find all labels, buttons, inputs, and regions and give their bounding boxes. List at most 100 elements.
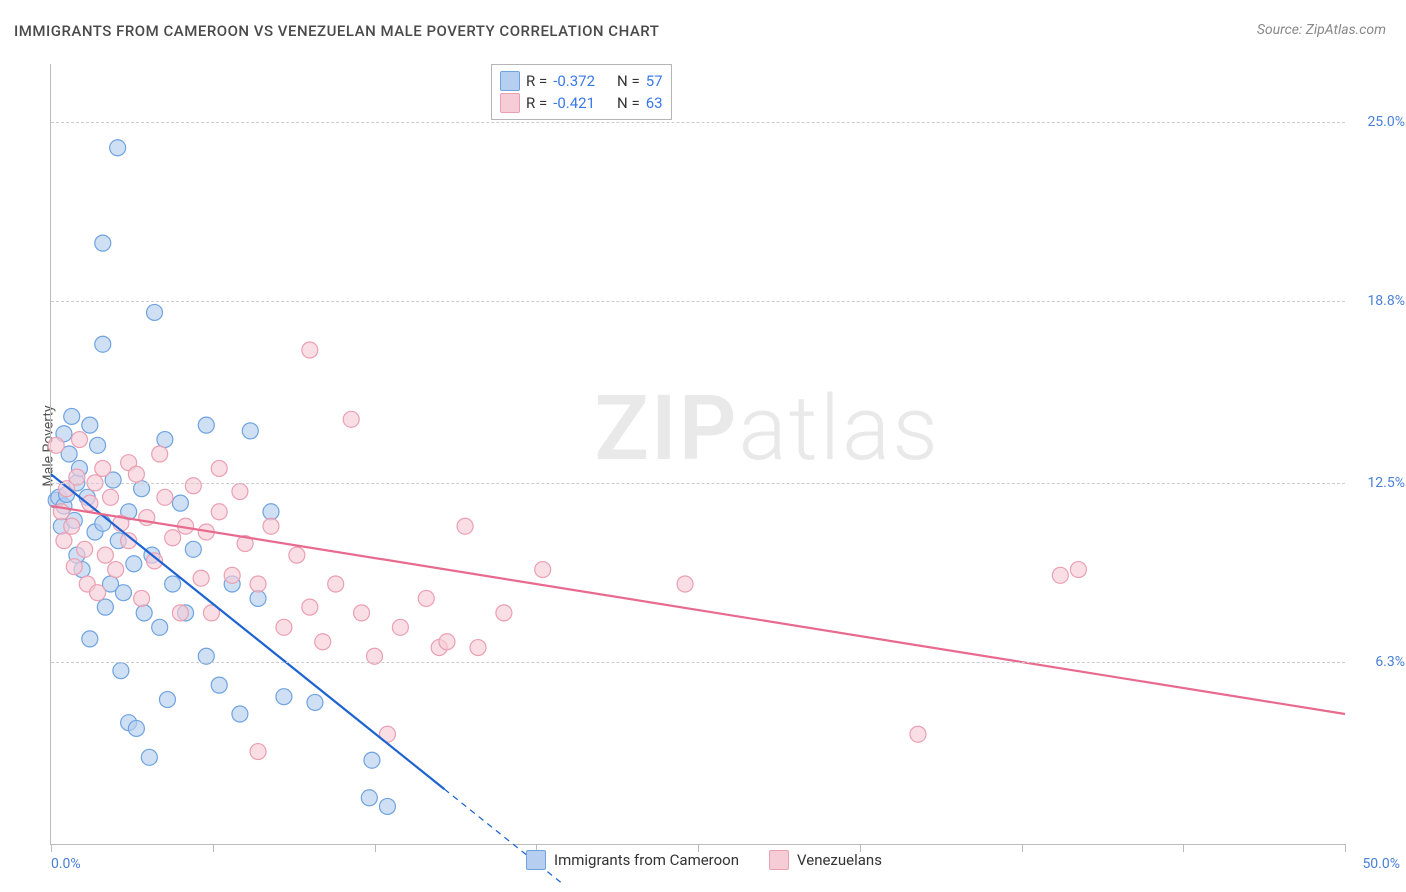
r-value: -0.421 — [553, 94, 595, 112]
scatter-point — [343, 411, 359, 427]
gridline — [51, 483, 1345, 484]
scatter-point — [185, 478, 201, 494]
scatter-point — [90, 437, 106, 453]
n-value: 63 — [646, 94, 663, 112]
scatter-point — [126, 556, 142, 572]
scatter-point — [535, 562, 551, 578]
scatter-point — [157, 432, 173, 448]
x-tick — [375, 844, 376, 852]
scatter-point — [364, 752, 380, 768]
x-tick — [1022, 844, 1023, 852]
y-tick-label: 6.3% — [1350, 654, 1405, 670]
series-legend-item: Venezuelans — [769, 850, 882, 870]
scatter-point — [242, 423, 258, 439]
scatter-point — [141, 749, 157, 765]
gridline — [51, 301, 1345, 302]
scatter-point — [250, 590, 266, 606]
scatter-point — [136, 605, 152, 621]
scatter-point — [172, 495, 188, 511]
x-tick — [213, 844, 214, 852]
scatter-point — [361, 790, 377, 806]
scatter-point — [263, 518, 279, 534]
scatter-point — [64, 518, 80, 534]
series-legend-item: Immigrants from Cameroon — [526, 850, 739, 870]
r-value: -0.372 — [553, 72, 595, 90]
chart-svg — [51, 64, 1345, 844]
trend-line-dashed — [444, 789, 563, 884]
scatter-point — [108, 562, 124, 578]
chart-title: IMMIGRANTS FROM CAMEROON VS VENEZUELAN M… — [14, 22, 659, 40]
source-attribution: Source: ZipAtlas.com — [1257, 22, 1386, 38]
n-value: 57 — [646, 72, 663, 90]
scatter-point — [97, 599, 113, 615]
x-min-label: 0.0% — [51, 856, 81, 872]
scatter-point — [95, 460, 111, 476]
scatter-point — [103, 489, 119, 505]
scatter-point — [82, 417, 98, 433]
scatter-point — [232, 484, 248, 500]
correlation-row: R = -0.421 N = 63 — [500, 93, 663, 113]
scatter-point — [328, 576, 344, 592]
scatter-point — [250, 744, 266, 760]
scatter-point — [82, 631, 98, 647]
scatter-point — [77, 541, 93, 557]
correlation-legend: R = -0.372 N = 57 R = -0.421 N = 63 — [491, 64, 672, 120]
scatter-point — [302, 342, 318, 358]
scatter-point — [71, 432, 87, 448]
scatter-point — [95, 515, 111, 531]
scatter-point — [276, 689, 292, 705]
scatter-point — [113, 663, 129, 679]
scatter-point — [152, 446, 168, 462]
series-name: Immigrants from Cameroon — [554, 851, 739, 869]
scatter-point — [128, 720, 144, 736]
r-label: R = — [526, 94, 547, 112]
scatter-point — [315, 634, 331, 650]
scatter-point — [211, 460, 227, 476]
gridline — [51, 122, 1345, 123]
scatter-point — [250, 576, 266, 592]
scatter-point — [165, 530, 181, 546]
y-tick-label: 12.5% — [1350, 475, 1405, 491]
scatter-point — [110, 140, 126, 156]
scatter-point — [157, 489, 173, 505]
scatter-point — [457, 518, 473, 534]
legend-swatch — [500, 71, 520, 91]
scatter-point — [439, 634, 455, 650]
scatter-point — [211, 504, 227, 520]
scatter-point — [232, 706, 248, 722]
scatter-point — [66, 559, 82, 575]
legend-swatch — [500, 93, 520, 113]
x-max-label: 50.0% — [1362, 856, 1400, 872]
scatter-point — [48, 437, 64, 453]
scatter-point — [159, 692, 175, 708]
scatter-point — [128, 466, 144, 482]
scatter-point — [307, 694, 323, 710]
scatter-point — [302, 599, 318, 615]
legend-swatch — [526, 850, 546, 870]
scatter-point — [134, 590, 150, 606]
x-tick — [51, 844, 52, 852]
scatter-point — [1052, 567, 1068, 583]
scatter-point — [185, 541, 201, 557]
scatter-point — [224, 567, 240, 583]
scatter-point — [418, 590, 434, 606]
scatter-point — [263, 504, 279, 520]
legend-swatch — [769, 850, 789, 870]
scatter-point — [198, 417, 214, 433]
gridline — [51, 662, 1345, 663]
scatter-point — [193, 570, 209, 586]
y-tick-label: 18.8% — [1350, 293, 1405, 309]
scatter-point — [90, 585, 106, 601]
r-label: R = — [526, 72, 547, 90]
series-name: Venezuelans — [797, 851, 882, 869]
scatter-point — [392, 619, 408, 635]
scatter-point — [97, 547, 113, 563]
n-label: N = — [617, 94, 640, 112]
scatter-point — [95, 235, 111, 251]
scatter-point — [379, 798, 395, 814]
scatter-point — [172, 605, 188, 621]
scatter-point — [496, 605, 512, 621]
scatter-point — [211, 677, 227, 693]
series-legend: Immigrants from Cameroon Venezuelans — [526, 850, 882, 870]
scatter-point — [115, 585, 131, 601]
